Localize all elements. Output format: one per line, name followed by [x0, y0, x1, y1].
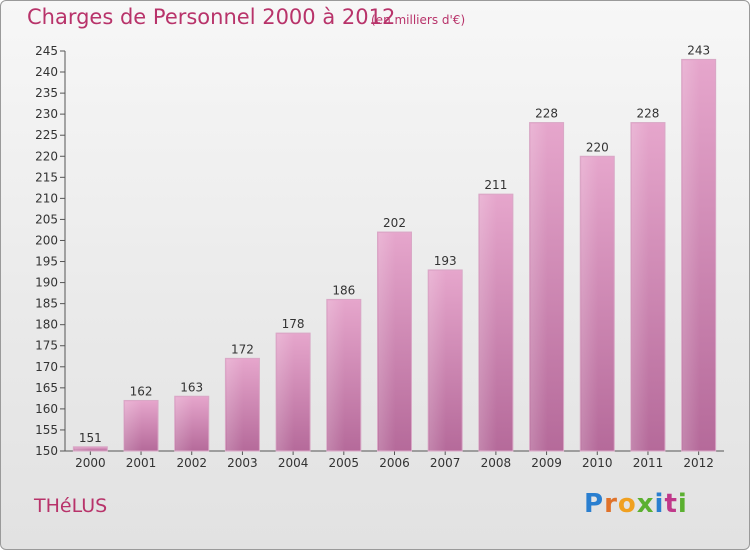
data-label: 193	[434, 254, 457, 268]
x-tick-label: 2009	[531, 456, 562, 470]
bar-highlight	[277, 334, 295, 451]
logo-letter: t	[664, 489, 678, 519]
data-label: 162	[130, 384, 153, 398]
data-label: 178	[282, 317, 305, 331]
data-label: 228	[535, 107, 558, 121]
x-tick-label: 2006	[379, 456, 410, 470]
bar-highlight	[631, 123, 649, 451]
y-tick-label: 165	[35, 381, 58, 395]
y-tick-label: 185	[35, 297, 58, 311]
y-tick-label: 205	[35, 212, 58, 226]
chart-title: Charges de Personnel 2000 à 2012	[27, 5, 396, 29]
data-label: 243	[687, 43, 710, 57]
data-label: 202	[383, 216, 406, 230]
y-tick-label: 155	[35, 423, 58, 437]
bar-highlight	[226, 359, 244, 451]
logo-letter: i	[654, 489, 665, 519]
bar-highlight	[429, 270, 447, 451]
y-tick-label: 225	[35, 128, 58, 142]
proxiti-logo[interactable]: Proxiti	[584, 489, 688, 519]
x-tick-label: 2012	[683, 456, 714, 470]
x-tick-label: 2011	[633, 456, 664, 470]
bar-highlight	[74, 447, 92, 451]
chart-subtitle: (en milliers d'€)	[371, 13, 466, 27]
x-tick-label: 2007	[430, 456, 461, 470]
y-tick-label: 215	[35, 170, 58, 184]
y-tick-label: 200	[35, 233, 58, 247]
data-label: 211	[484, 178, 507, 192]
data-label: 163	[180, 380, 203, 394]
y-tick-label: 220	[35, 149, 58, 163]
y-tick-label: 190	[35, 276, 58, 290]
x-tick-label: 2004	[278, 456, 309, 470]
y-tick-label: 170	[35, 360, 58, 374]
bar-highlight	[378, 233, 396, 451]
bar-highlight	[175, 397, 193, 451]
x-tick-label: 2003	[227, 456, 258, 470]
data-label: 186	[332, 283, 355, 297]
x-tick-label: 2008	[481, 456, 512, 470]
data-label: 220	[586, 140, 609, 154]
x-tick-label: 2000	[75, 456, 106, 470]
y-tick-label: 160	[35, 402, 58, 416]
bar-highlight	[125, 401, 143, 451]
y-tick-label: 210	[35, 191, 58, 205]
y-tick-label: 240	[35, 65, 58, 79]
logo-letter: o	[617, 489, 637, 519]
x-tick-label: 2010	[582, 456, 613, 470]
y-tick-label: 180	[35, 318, 58, 332]
y-tick-label: 245	[35, 44, 58, 58]
x-tick-label: 2005	[329, 456, 360, 470]
bar-highlight	[581, 157, 599, 451]
y-tick-label: 230	[35, 107, 58, 121]
data-label: 151	[79, 431, 102, 445]
logo-letter: x	[636, 489, 655, 519]
y-tick-label: 195	[35, 255, 58, 269]
y-tick-label: 235	[35, 86, 58, 100]
bar-highlight	[530, 123, 548, 451]
x-tick-label: 2002	[176, 456, 207, 470]
logo-letter: P	[584, 489, 605, 519]
data-label: 228	[637, 107, 660, 121]
bar-highlight	[479, 195, 497, 451]
place-name: THéLUS	[34, 495, 108, 517]
logo-letter: r	[604, 489, 618, 519]
data-label: 172	[231, 342, 254, 356]
y-tick-label: 150	[35, 444, 58, 458]
x-tick-label: 2001	[126, 456, 157, 470]
bar-highlight	[327, 300, 345, 451]
y-tick-label: 175	[35, 339, 58, 353]
bar-highlight	[682, 60, 700, 451]
logo-letter: i	[677, 489, 688, 519]
